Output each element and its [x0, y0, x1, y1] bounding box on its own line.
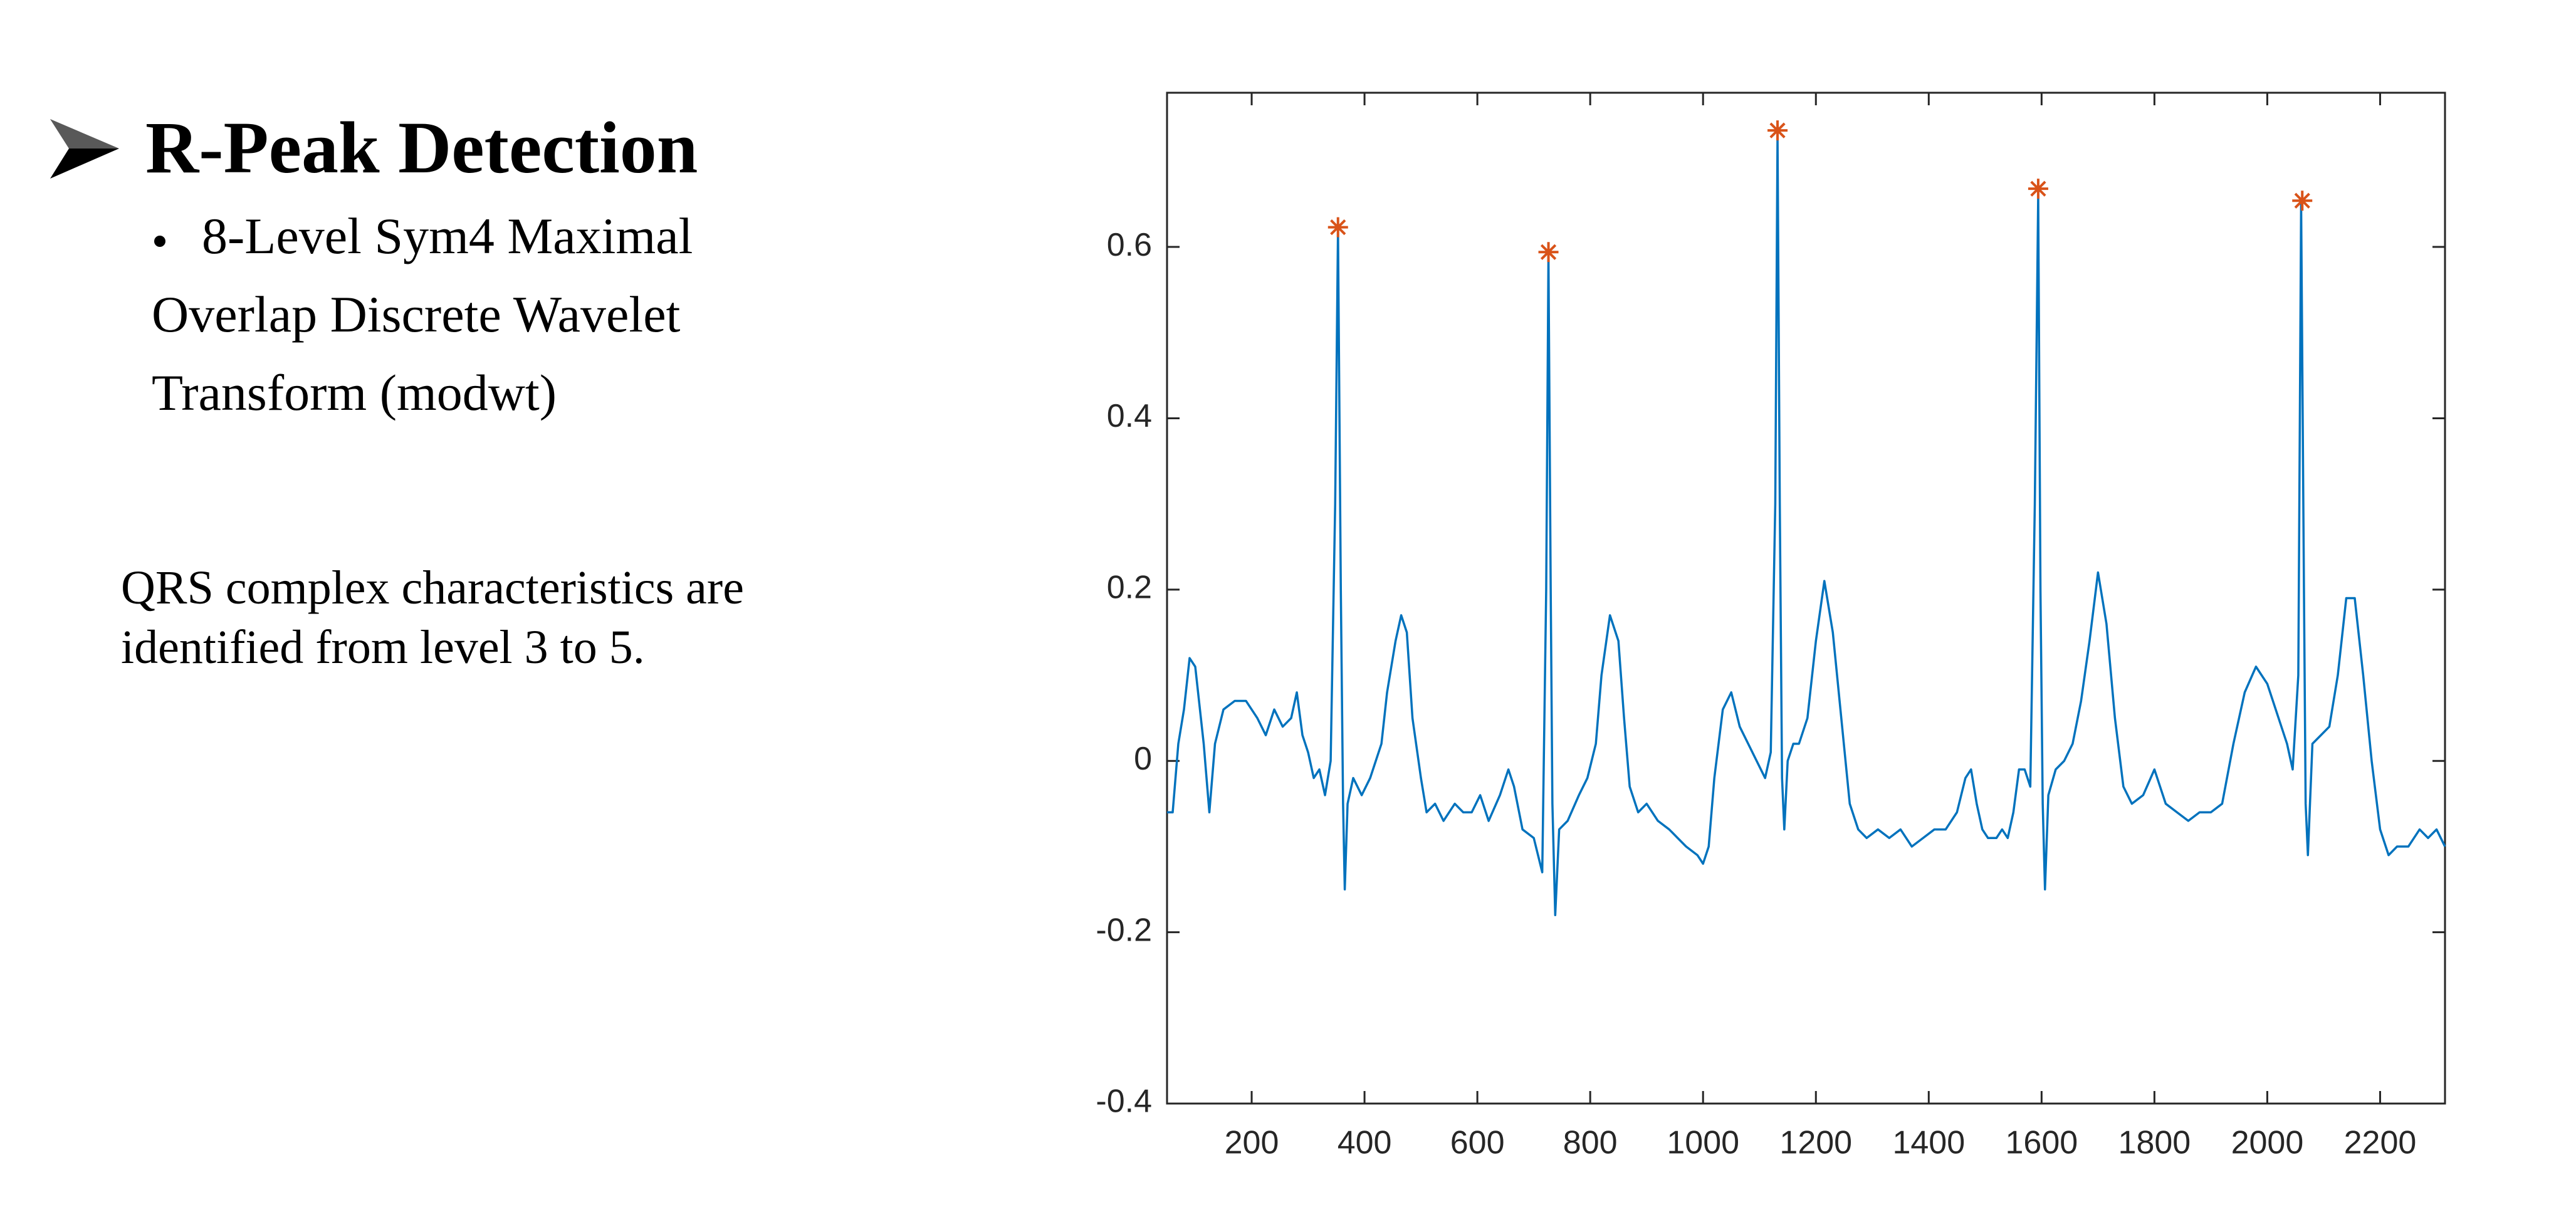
peak-marker — [1327, 217, 1348, 238]
peak-marker — [2292, 191, 2313, 211]
bullet-dot — [154, 236, 165, 247]
y-tick-label: 0.4 — [1107, 398, 1152, 434]
y-tick-label: 0 — [1134, 741, 1152, 777]
bullet-line: Overlap Discrete Wavelet — [152, 286, 681, 343]
x-tick-label: 2200 — [2344, 1125, 2417, 1161]
y-tick-label: 0.6 — [1107, 227, 1152, 263]
y-tick-label: -0.2 — [1096, 912, 1152, 948]
x-tick-label: 1600 — [2005, 1125, 2078, 1161]
x-tick-label: 800 — [1563, 1125, 1618, 1161]
x-tick-label: 1400 — [1892, 1125, 1965, 1161]
arrow-bullet — [50, 119, 119, 179]
x-tick-label: 1200 — [1779, 1125, 1852, 1161]
x-tick-label: 400 — [1338, 1125, 1392, 1161]
peak-marker — [1538, 242, 1559, 263]
y-tick-label: 0.2 — [1107, 570, 1152, 606]
bullet-line: 8-Level Sym4 Maximal — [202, 207, 693, 264]
signal-line — [1167, 134, 2446, 917]
y-tick-label: -0.4 — [1096, 1083, 1152, 1120]
peak-marker — [1767, 120, 1788, 141]
slide-title: R-Peak Detection — [145, 107, 698, 189]
plot-frame — [1166, 91, 2446, 1105]
x-tick-label: 600 — [1450, 1125, 1505, 1161]
bullet-line: Transform (modwt) — [152, 364, 557, 421]
note-line: QRS complex characteristics are — [121, 561, 744, 614]
peak-marker — [2028, 179, 2048, 199]
x-tick-label: 200 — [1225, 1125, 1279, 1161]
x-tick-label: 1800 — [2118, 1125, 2191, 1161]
x-tick-label: 1000 — [1667, 1125, 1739, 1161]
note-line: identified from level 3 to 5. — [121, 621, 645, 674]
x-tick-label: 2000 — [2231, 1125, 2304, 1161]
